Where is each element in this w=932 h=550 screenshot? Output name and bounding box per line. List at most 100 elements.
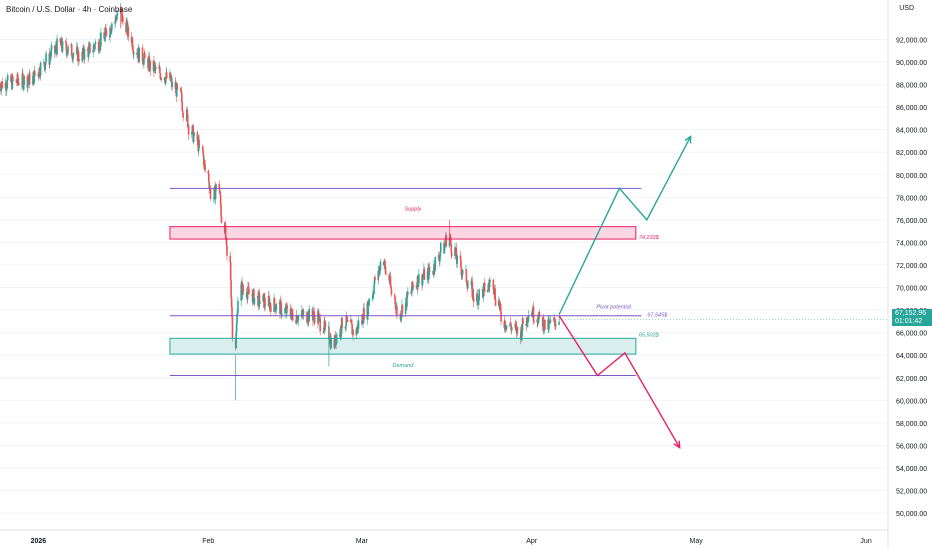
candle-body — [318, 315, 321, 319]
candle-body — [245, 291, 248, 297]
candle-body — [23, 76, 25, 85]
candle-body — [410, 292, 413, 294]
candle-body — [248, 288, 250, 295]
candle-body — [371, 294, 374, 300]
candle-body — [393, 294, 396, 297]
candle-body — [17, 81, 20, 82]
candle-body — [328, 339, 331, 343]
candle-body — [434, 270, 436, 271]
candle-body — [335, 334, 338, 344]
demand-zone — [169, 337, 637, 355]
bearish-projection — [558, 315, 681, 449]
candle-body — [116, 15, 118, 20]
candle-body — [86, 49, 89, 51]
candle-body — [34, 73, 36, 75]
candle-body — [444, 244, 446, 246]
candle-body — [242, 290, 245, 292]
x-tick-label: 2026 — [31, 538, 47, 545]
candle-body — [171, 82, 173, 87]
candle-body — [5, 82, 7, 91]
candle-body — [465, 269, 468, 282]
candle-body — [115, 16, 117, 19]
candle-body — [66, 53, 68, 56]
candle-body — [50, 45, 53, 50]
candle-body — [488, 282, 491, 288]
candle-body — [231, 306, 233, 318]
candle-body — [56, 38, 58, 55]
candle-body — [356, 329, 358, 334]
candle-body — [181, 110, 184, 113]
candle-body — [92, 45, 95, 51]
candle-body — [220, 205, 222, 217]
candle-body — [121, 11, 123, 22]
candle-body — [300, 314, 303, 316]
candle-body — [554, 324, 557, 327]
candle-body — [510, 327, 513, 331]
candle-body — [111, 23, 113, 30]
candle-body — [209, 187, 212, 199]
candle-body — [340, 333, 343, 336]
supply-zone — [169, 226, 637, 240]
candle-body — [466, 281, 468, 286]
candle-body — [549, 319, 552, 323]
candle-body — [514, 323, 517, 328]
candle-body — [273, 298, 276, 306]
candle-body — [240, 283, 242, 301]
candle-body — [553, 317, 556, 322]
candle-body — [544, 319, 546, 330]
candle-body — [176, 87, 179, 89]
candle-body — [105, 30, 108, 36]
supply-level-text: 74,232$ — [639, 235, 660, 241]
y-tick-label: 66,000.00 — [896, 331, 927, 338]
candle-body — [476, 293, 479, 296]
candle-body — [483, 282, 486, 292]
candle-body — [164, 76, 167, 83]
candle-body — [235, 332, 237, 348]
candle-body — [346, 320, 349, 322]
pivot-label: Pivot potential — [596, 305, 631, 311]
arrow-head — [673, 440, 681, 450]
candle-body — [301, 310, 304, 314]
candle-body — [220, 216, 223, 223]
candle-body — [268, 295, 270, 300]
candle-countdown: 01:01:42 — [895, 318, 923, 325]
candle-body — [516, 327, 519, 332]
candle-body — [373, 284, 375, 294]
candle-body — [55, 45, 57, 50]
candle-body — [470, 280, 473, 286]
candle-body — [89, 43, 91, 53]
candle-body — [269, 302, 272, 306]
chart-title: Bitcoin / U.S. Dollar · 4h · Coinbase — [6, 5, 133, 14]
candle-body — [213, 188, 216, 198]
candle-body — [44, 61, 47, 66]
candle-body — [181, 101, 184, 111]
candle-body — [154, 64, 156, 67]
candle-body — [72, 53, 75, 56]
candle-body — [433, 264, 436, 271]
candle-body — [522, 318, 524, 325]
candle-body — [487, 284, 490, 290]
candle-body — [543, 328, 545, 332]
candle-body — [450, 236, 452, 245]
y-tick-label: 58,000.00 — [896, 421, 927, 428]
y-tick-label: 64,000.00 — [896, 353, 927, 360]
candle-body — [455, 247, 458, 260]
candle-body — [219, 195, 222, 206]
candle-body — [417, 283, 420, 287]
candle-body — [377, 271, 380, 281]
candle-body — [312, 315, 315, 321]
currency-label: USD — [899, 5, 914, 12]
candle-body — [186, 109, 189, 115]
candle-body — [38, 67, 41, 75]
candle-body — [116, 12, 119, 16]
candle-body — [98, 48, 101, 51]
y-tick-label: 54,000.00 — [896, 466, 927, 473]
candle-body — [438, 255, 440, 260]
candle-body — [169, 72, 172, 81]
candle-body — [302, 311, 305, 313]
candle-body — [319, 318, 321, 332]
candle-body — [64, 41, 67, 43]
candle-body — [504, 320, 506, 329]
candle-body — [170, 79, 172, 81]
